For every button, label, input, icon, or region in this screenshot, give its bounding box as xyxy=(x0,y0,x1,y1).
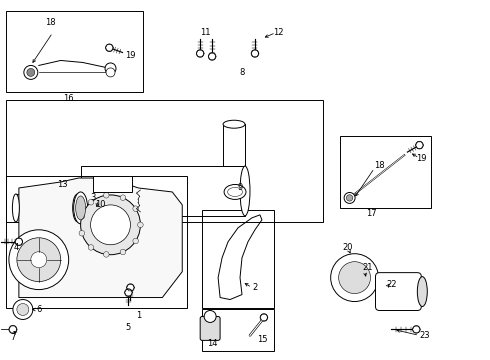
Bar xyxy=(202,210,274,307)
Circle shape xyxy=(260,314,268,321)
Ellipse shape xyxy=(223,120,245,128)
Circle shape xyxy=(331,254,378,302)
Ellipse shape xyxy=(343,268,369,292)
Circle shape xyxy=(251,50,259,57)
Bar xyxy=(223,124,245,166)
Circle shape xyxy=(103,252,109,257)
Polygon shape xyxy=(19,178,182,298)
Text: 20: 20 xyxy=(343,243,353,252)
Text: 23: 23 xyxy=(419,331,430,340)
Circle shape xyxy=(88,245,94,250)
Text: 12: 12 xyxy=(272,28,283,37)
Circle shape xyxy=(138,222,143,228)
Text: 19: 19 xyxy=(125,51,136,60)
Ellipse shape xyxy=(73,194,83,222)
Text: 19: 19 xyxy=(416,154,427,163)
Ellipse shape xyxy=(417,276,427,306)
Text: 18: 18 xyxy=(46,18,56,27)
Circle shape xyxy=(91,205,130,245)
Circle shape xyxy=(196,50,204,57)
Circle shape xyxy=(416,141,423,149)
Text: 6: 6 xyxy=(36,305,42,314)
Text: 13: 13 xyxy=(57,180,68,189)
Text: 7: 7 xyxy=(10,333,16,342)
Text: 9: 9 xyxy=(237,184,243,193)
Text: 4: 4 xyxy=(13,243,19,252)
Circle shape xyxy=(105,44,113,51)
Ellipse shape xyxy=(339,263,374,297)
Text: 14: 14 xyxy=(207,339,218,348)
Circle shape xyxy=(15,238,23,246)
Ellipse shape xyxy=(240,166,250,216)
FancyBboxPatch shape xyxy=(200,316,220,340)
Bar xyxy=(93,176,132,192)
Ellipse shape xyxy=(227,188,243,197)
Circle shape xyxy=(31,252,47,268)
Text: 1: 1 xyxy=(136,311,141,320)
Ellipse shape xyxy=(75,196,86,220)
Circle shape xyxy=(413,326,420,333)
Circle shape xyxy=(9,230,69,289)
Circle shape xyxy=(27,68,35,76)
Ellipse shape xyxy=(74,197,81,219)
Text: 3: 3 xyxy=(90,193,95,202)
Bar xyxy=(81,166,245,216)
Ellipse shape xyxy=(224,184,246,199)
Circle shape xyxy=(120,249,126,255)
Bar xyxy=(6,100,323,222)
Circle shape xyxy=(79,213,85,219)
Ellipse shape xyxy=(76,194,87,222)
Bar xyxy=(340,136,431,208)
Circle shape xyxy=(13,300,33,319)
Circle shape xyxy=(204,310,216,323)
Text: 22: 22 xyxy=(386,280,397,289)
Circle shape xyxy=(81,195,141,255)
Circle shape xyxy=(339,262,370,293)
Text: 2: 2 xyxy=(252,283,258,292)
Ellipse shape xyxy=(12,194,20,222)
Circle shape xyxy=(120,195,126,201)
Circle shape xyxy=(126,284,134,291)
Text: 16: 16 xyxy=(63,94,74,103)
Circle shape xyxy=(79,230,85,236)
Circle shape xyxy=(88,199,94,205)
Ellipse shape xyxy=(74,192,88,224)
Circle shape xyxy=(105,63,116,74)
Circle shape xyxy=(124,289,132,296)
Circle shape xyxy=(103,193,109,198)
Text: 18: 18 xyxy=(374,161,385,170)
Text: 15: 15 xyxy=(257,335,267,344)
Text: 21: 21 xyxy=(362,263,373,272)
Text: 17: 17 xyxy=(366,210,377,219)
Text: 11: 11 xyxy=(200,28,210,37)
Circle shape xyxy=(344,193,355,203)
Circle shape xyxy=(133,238,139,244)
Circle shape xyxy=(106,68,115,77)
Circle shape xyxy=(17,303,29,315)
Text: 10: 10 xyxy=(96,201,106,210)
Circle shape xyxy=(17,238,61,282)
Circle shape xyxy=(346,195,353,201)
Circle shape xyxy=(24,66,38,80)
Text: 5: 5 xyxy=(126,323,131,332)
Bar xyxy=(6,11,144,92)
Text: 8: 8 xyxy=(239,68,245,77)
FancyBboxPatch shape xyxy=(375,273,421,310)
Circle shape xyxy=(208,53,216,60)
Bar xyxy=(16,194,77,222)
Circle shape xyxy=(9,325,17,333)
Bar xyxy=(6,176,187,307)
Circle shape xyxy=(133,206,139,211)
Bar xyxy=(202,310,274,351)
